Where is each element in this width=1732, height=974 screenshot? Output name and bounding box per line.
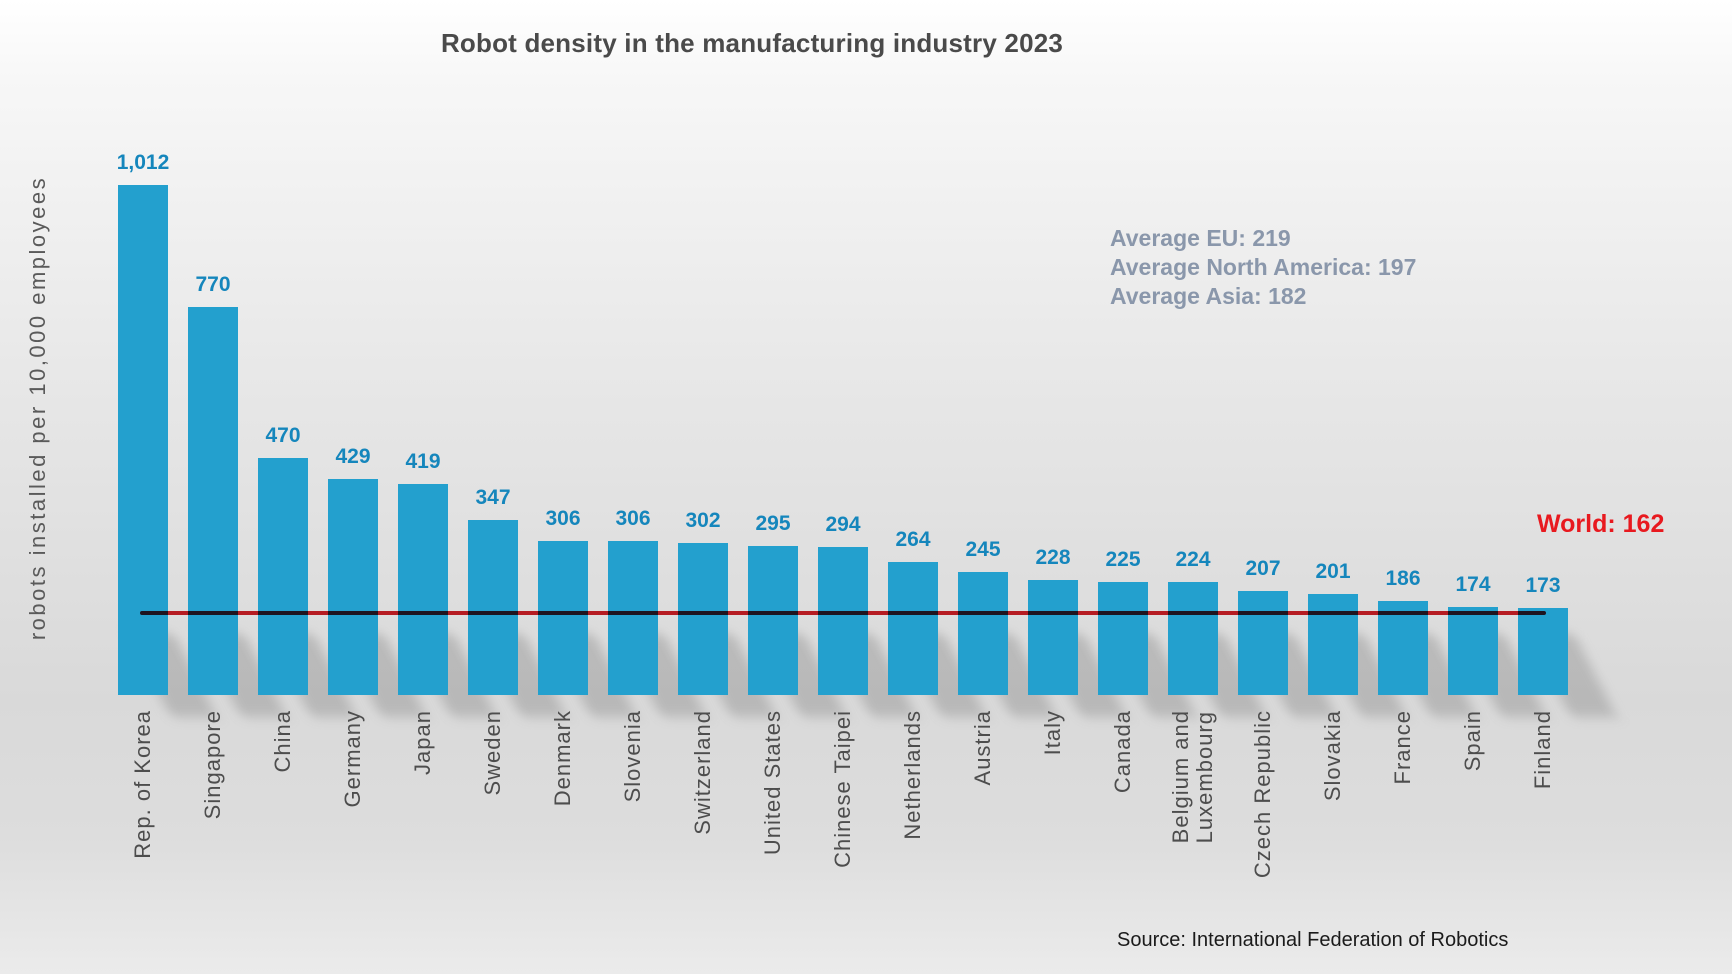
bar: [118, 185, 168, 695]
x-tick-label: Czech Republic: [1250, 710, 1275, 879]
bar-value-label: 306: [545, 507, 581, 530]
x-tick-label: France: [1390, 710, 1415, 785]
bar: [1098, 582, 1148, 695]
x-tick-label: Slovenia: [620, 710, 645, 803]
bar: [958, 572, 1008, 695]
bar: [1238, 591, 1288, 695]
chart-title: Robot density in the manufacturing indus…: [440, 28, 1064, 58]
bar-value-label: 228: [1035, 546, 1071, 569]
x-tick-label: Rep. of Korea: [130, 710, 155, 859]
x-tick-label: Singapore: [200, 710, 225, 820]
bar: [1448, 607, 1498, 695]
bar: [188, 307, 238, 695]
x-tick-label: Japan: [410, 710, 435, 775]
bar: [538, 541, 588, 695]
bar-value-label: 186: [1385, 567, 1421, 590]
annotation-line: Average North America: 197: [1110, 254, 1417, 280]
bar: [1518, 608, 1568, 695]
x-tick-label: Austria: [970, 710, 995, 786]
x-tick-label: China: [270, 710, 295, 773]
x-tick-label: Chinese Taipei: [830, 710, 855, 868]
bar-value-label: 173: [1525, 574, 1561, 597]
bar-value-label: 295: [755, 512, 791, 535]
world-reference-label: World: 162: [1537, 510, 1665, 538]
bar-value-label: 225: [1105, 548, 1141, 571]
bar-value-label: 201: [1315, 560, 1351, 583]
bar-value-label: 1,012: [116, 151, 170, 174]
annotation-line: Average EU: 219: [1110, 225, 1291, 251]
bar-value-label: 770: [195, 273, 231, 296]
bar: [468, 520, 518, 695]
bar: [328, 479, 378, 695]
x-tick-label: Switzerland: [690, 710, 715, 835]
bar-value-label: 306: [615, 507, 651, 530]
bar-value-label: 429: [335, 445, 371, 468]
bar-value-label: 470: [265, 424, 301, 447]
y-axis-label: robots installed per 10,000 employees: [25, 175, 50, 641]
bar: [748, 546, 798, 695]
bar: [608, 541, 658, 695]
bar-value-label: 224: [1175, 548, 1211, 571]
x-tick-label: Belgium and Luxembourg: [1168, 710, 1217, 844]
x-tick-label: Sweden: [480, 710, 505, 796]
bar: [1308, 594, 1358, 695]
average-annotations: Average EU: 219 Average North America: 19…: [1110, 224, 1416, 311]
bar: [678, 543, 728, 695]
x-tick-label: Canada: [1110, 710, 1135, 794]
x-tick-label: Finland: [1530, 710, 1555, 790]
x-tick-label: Slovakia: [1320, 710, 1345, 802]
x-tick-label: Denmark: [550, 710, 575, 807]
annotation-line: Average Asia: 182: [1110, 283, 1307, 309]
bar-value-label: 174: [1455, 573, 1491, 596]
bar-value-label: 302: [685, 509, 721, 532]
source-text: Source: International Federation of Robo…: [1117, 929, 1509, 951]
bar: [258, 458, 308, 695]
x-tick-label: Netherlands: [900, 710, 925, 840]
bar: [398, 484, 448, 695]
bar: [1168, 582, 1218, 695]
bar-value-label: 294: [825, 513, 861, 536]
bar: [1378, 601, 1428, 695]
x-tick-label: Germany: [340, 710, 365, 808]
x-tick-label: Italy: [1040, 710, 1065, 756]
bar: [888, 562, 938, 695]
bar-value-label: 264: [895, 528, 931, 551]
bar-value-label: 245: [965, 538, 1001, 561]
bar-value-label: 419: [405, 450, 441, 473]
bar-value-label: 347: [475, 486, 511, 509]
x-tick-label: Spain: [1460, 710, 1485, 772]
x-tick-label: United States: [760, 710, 785, 856]
bar: [1028, 580, 1078, 695]
bar: [818, 547, 868, 695]
bar-value-label: 207: [1245, 557, 1281, 580]
world-reference-line: [140, 611, 1546, 615]
